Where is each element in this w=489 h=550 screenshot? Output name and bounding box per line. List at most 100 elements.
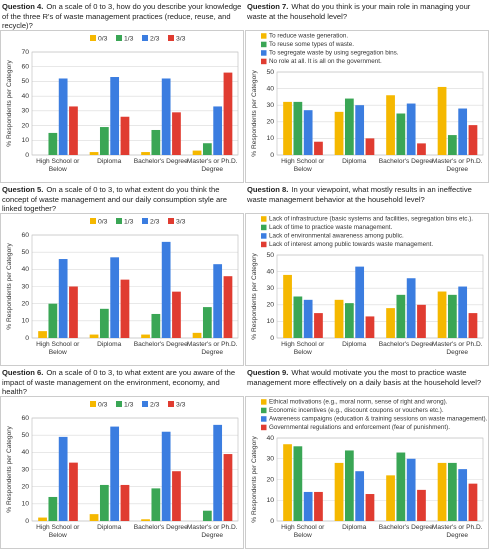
bar bbox=[202, 510, 212, 521]
y-tick-label: 20 bbox=[266, 302, 274, 309]
bar bbox=[293, 296, 303, 338]
bar bbox=[120, 484, 130, 521]
bar bbox=[38, 517, 47, 521]
bar bbox=[458, 469, 468, 521]
legend-swatch bbox=[168, 35, 174, 41]
bar bbox=[223, 72, 233, 155]
question: Question 6. On a scale of 0 to 3, to what… bbox=[2, 368, 242, 396]
question-label: Question 4. bbox=[2, 2, 44, 11]
y-tick-label: 30 bbox=[21, 108, 29, 115]
legend-label: 3/3 bbox=[176, 401, 186, 408]
x-tick-label: Bachelor's Degree bbox=[133, 524, 188, 531]
legend-label: 0/3 bbox=[98, 35, 108, 42]
x-tick-label: Diploma bbox=[342, 524, 367, 531]
bar bbox=[99, 308, 109, 338]
legend-label: 2/3 bbox=[150, 401, 160, 408]
question-label: Question 6. bbox=[2, 368, 44, 377]
bar bbox=[89, 152, 99, 155]
bar bbox=[334, 299, 344, 338]
question-text: What would motivate you the most to prac… bbox=[247, 368, 482, 387]
bar bbox=[89, 514, 99, 521]
y-tick-label: 0 bbox=[270, 518, 274, 525]
bar bbox=[458, 108, 468, 155]
bar bbox=[283, 274, 292, 338]
legend-swatch bbox=[261, 407, 267, 414]
legend-label: 2/3 bbox=[150, 218, 160, 225]
bar bbox=[417, 143, 426, 155]
y-tick-label: 40 bbox=[21, 93, 29, 100]
bar bbox=[192, 150, 202, 155]
legend-swatch bbox=[142, 401, 148, 407]
y-tick-label: 60 bbox=[21, 415, 29, 422]
bar bbox=[202, 307, 212, 338]
x-tick-label: Diploma bbox=[342, 158, 367, 165]
plot-frame bbox=[31, 51, 239, 156]
bar bbox=[406, 103, 416, 155]
bar bbox=[48, 303, 58, 338]
chart-panel: Question 8. In your viewpoint, what mostl… bbox=[245, 183, 489, 366]
question-text: On a scale of 0 to 3, how do you describ… bbox=[2, 2, 242, 30]
bar bbox=[151, 313, 161, 338]
bar bbox=[38, 331, 47, 338]
legend-label: Lack of time to practice waste managemen… bbox=[269, 224, 392, 231]
chart-panel: Question 9. What would motivate you the m… bbox=[245, 366, 489, 549]
x-tick-label: Master's or Ph.D. Degree bbox=[186, 524, 238, 539]
bar bbox=[396, 113, 406, 155]
bar bbox=[69, 106, 78, 155]
y-tick-label: 30 bbox=[21, 466, 29, 473]
bar bbox=[202, 143, 212, 155]
legend-swatch bbox=[90, 401, 96, 407]
y-tick-label: 30 bbox=[266, 102, 274, 109]
x-tick-label: High School or Below bbox=[36, 524, 80, 539]
bar bbox=[151, 129, 161, 155]
bar bbox=[447, 462, 457, 521]
legend-label: Economic incentives (e.g., discount coup… bbox=[269, 407, 444, 414]
bar bbox=[223, 276, 233, 338]
bar bbox=[99, 127, 109, 155]
y-tick-label: 10 bbox=[21, 137, 29, 144]
plot-frame bbox=[31, 417, 239, 522]
x-tick-label: Master's or Ph.D. Degree bbox=[186, 341, 238, 356]
bar bbox=[437, 462, 447, 521]
question-text: On a scale of 0 to 3, to what extent do … bbox=[2, 185, 227, 213]
legend-label: Ethical motivations (e.g., moral norm, s… bbox=[269, 399, 448, 406]
legend-swatch bbox=[90, 218, 96, 224]
legend-label: Governmental regulations and enforcement… bbox=[269, 424, 450, 431]
bar bbox=[213, 264, 223, 338]
bar bbox=[58, 436, 68, 521]
bar bbox=[48, 496, 58, 521]
y-tick-label: 30 bbox=[21, 283, 29, 290]
bar bbox=[283, 101, 292, 155]
x-tick-label: Bachelor's Degree bbox=[378, 341, 433, 348]
bar bbox=[314, 313, 323, 338]
bar bbox=[406, 278, 416, 338]
legend-swatch bbox=[261, 33, 267, 39]
bar bbox=[293, 101, 303, 155]
x-tick-label: Master's or Ph.D. Degree bbox=[431, 524, 483, 539]
legend-label: Lack of environmental awareness among pu… bbox=[269, 233, 404, 240]
chart: To reduce waste generation.To reuse some… bbox=[245, 30, 489, 183]
legend-swatch bbox=[261, 58, 267, 65]
chart: Lack of infrastructure (basic systems an… bbox=[245, 213, 489, 366]
y-tick-label: 10 bbox=[266, 135, 274, 142]
legend-swatch bbox=[261, 424, 267, 431]
legend-swatch bbox=[261, 41, 267, 48]
bar bbox=[283, 444, 292, 521]
bar bbox=[223, 454, 233, 521]
y-axis-label: % Respondents per Category bbox=[6, 243, 13, 330]
y-tick-label: 50 bbox=[21, 432, 29, 439]
bar bbox=[141, 334, 150, 338]
legend-swatch bbox=[261, 399, 267, 405]
bar bbox=[334, 462, 344, 521]
y-tick-label: 50 bbox=[21, 249, 29, 256]
legend-label: To reduce waste generation. bbox=[269, 33, 348, 40]
y-tick-label: 60 bbox=[21, 232, 29, 239]
legend-swatch bbox=[261, 224, 267, 231]
legend-swatch bbox=[168, 218, 174, 224]
question-label: Question 7. bbox=[247, 2, 289, 11]
question: Question 4. On a scale of 0 to 3, how do … bbox=[2, 2, 242, 30]
y-tick-label: 20 bbox=[21, 483, 29, 490]
question-text: What do you think is your main role in m… bbox=[247, 2, 471, 21]
bar bbox=[458, 286, 468, 338]
